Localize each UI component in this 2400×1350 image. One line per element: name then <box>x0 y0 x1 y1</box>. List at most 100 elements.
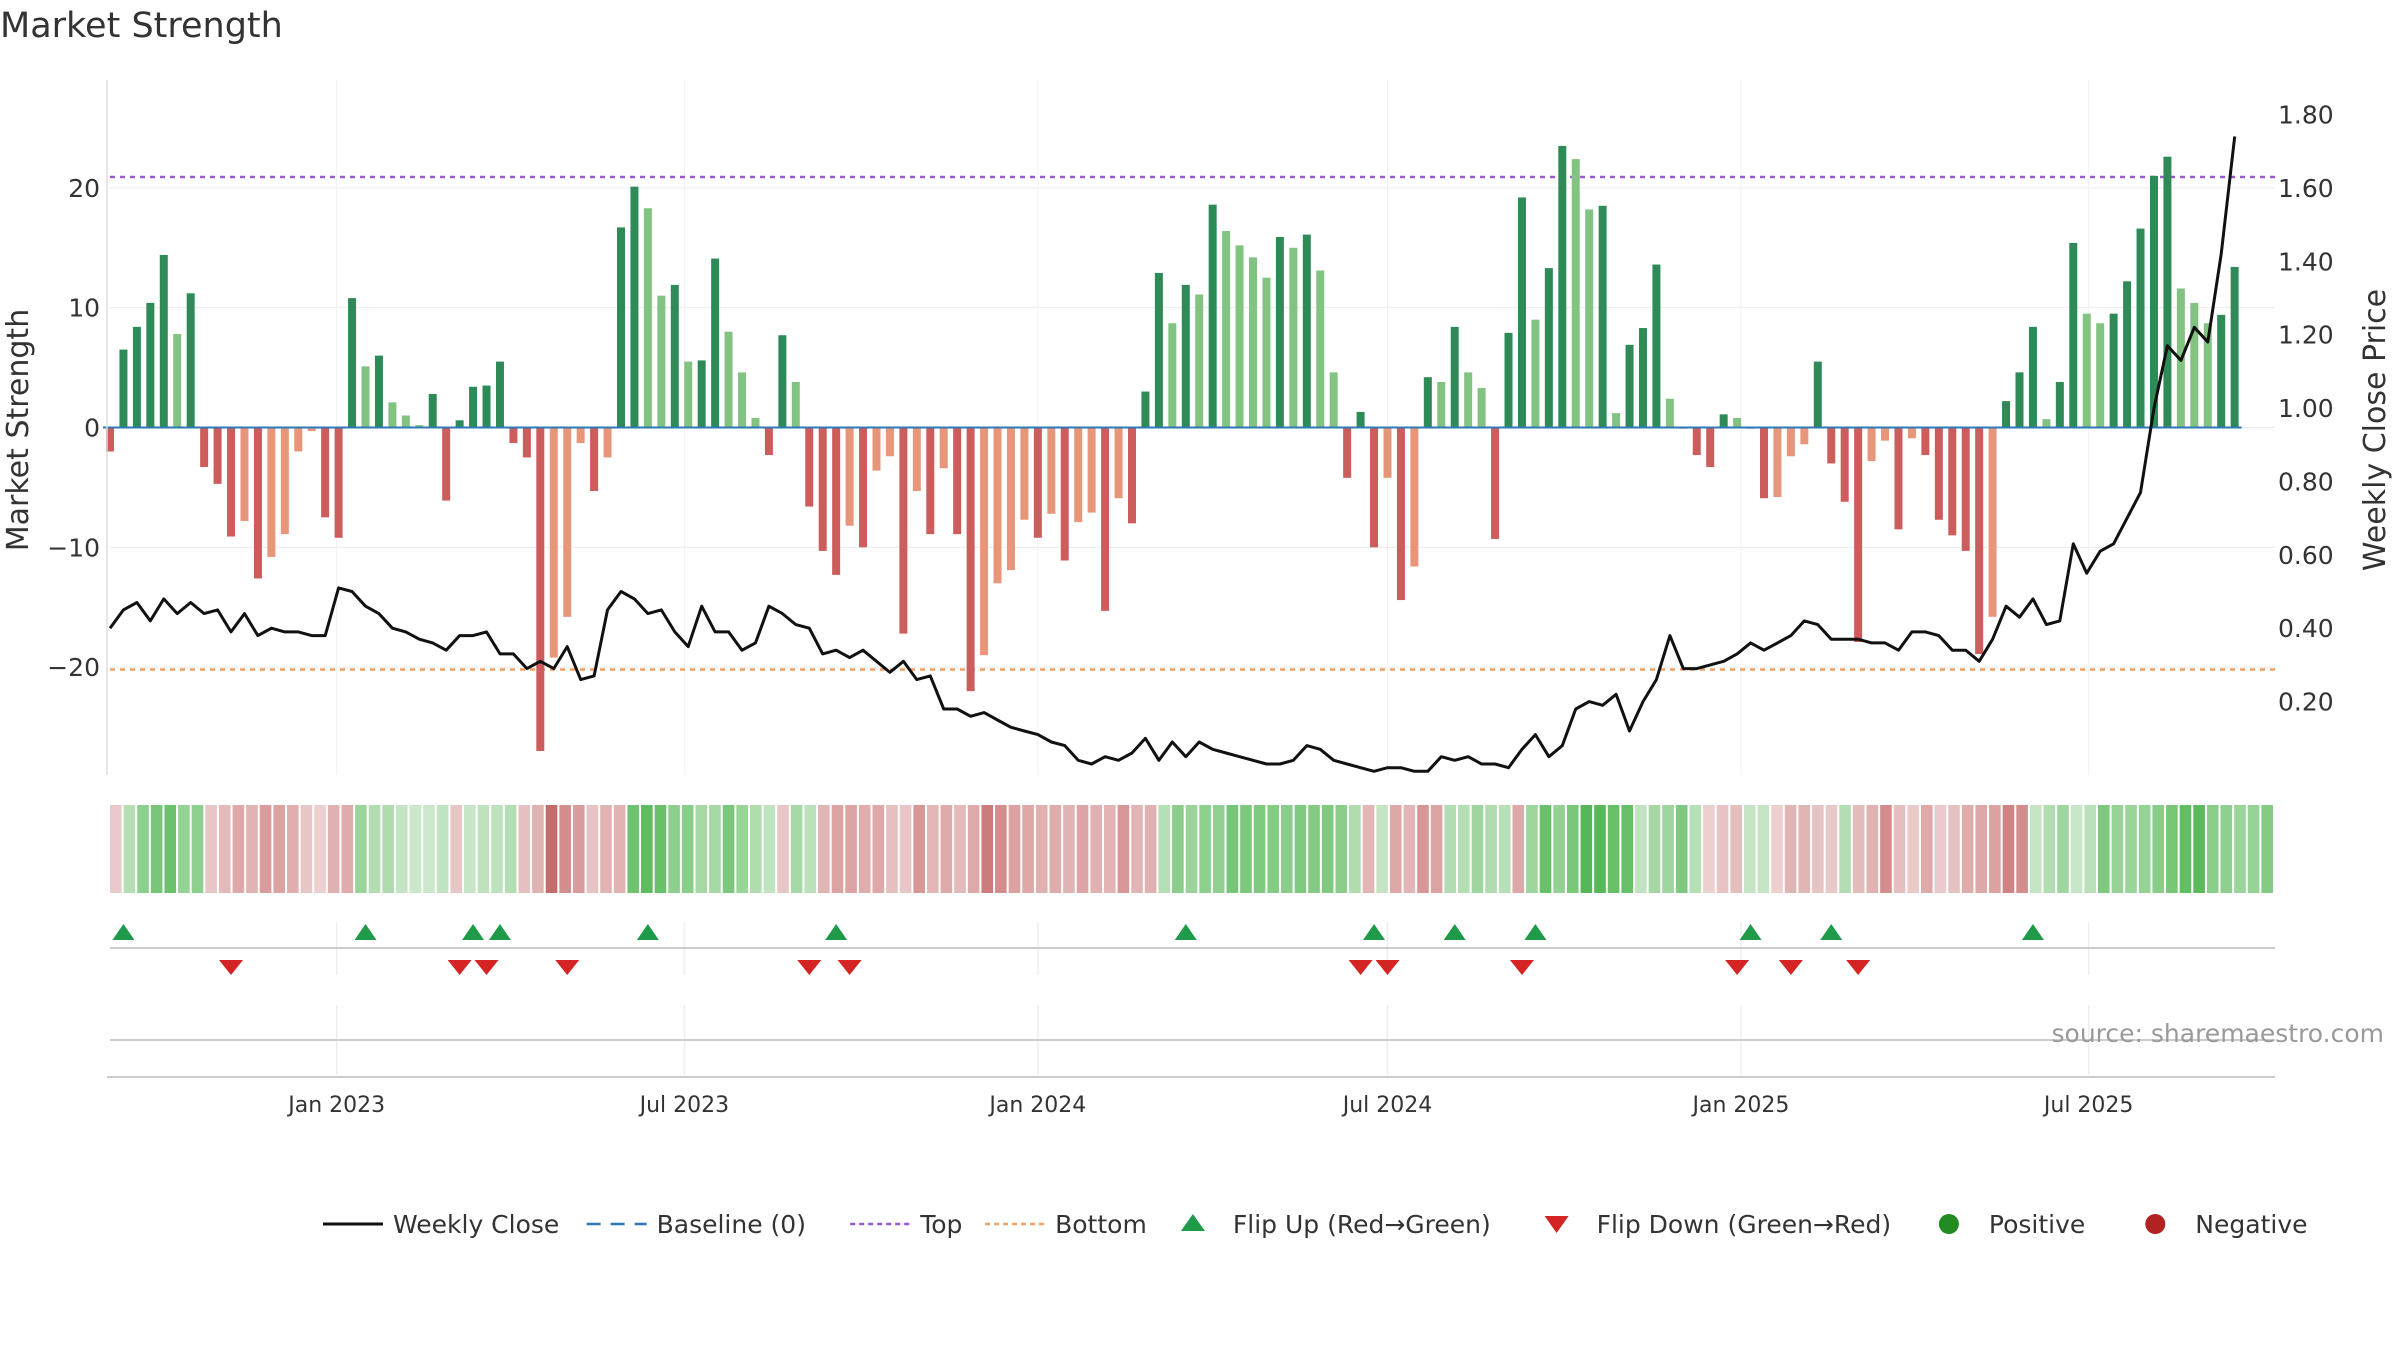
strength-bar <box>482 385 491 428</box>
reference-lines <box>110 175 2275 671</box>
strength-bar <box>1464 372 1473 428</box>
strength-strip-cell <box>654 805 667 893</box>
strength-bar <box>630 186 639 428</box>
strength-bar <box>240 427 249 521</box>
strength-bar <box>1531 319 1540 428</box>
strength-strip-cell <box>613 805 626 893</box>
strength-bar <box>307 427 316 432</box>
strength-strip-cell <box>2097 805 2110 893</box>
strength-bar <box>2149 175 2158 428</box>
strength-bar <box>711 258 720 428</box>
strength-strip-cell <box>2220 805 2233 893</box>
flip-down-marker <box>1348 960 1373 975</box>
y2-axis-label: Weekly Close Price <box>2358 289 2393 571</box>
strength-bar <box>2028 326 2037 428</box>
strength-strip-cell <box>287 805 299 893</box>
strength-bar <box>1477 387 1486 428</box>
strength-strip-cell <box>1989 805 2001 893</box>
strength-strip-cell <box>749 805 762 893</box>
strength-bar <box>1033 427 1042 538</box>
strength-bar <box>1101 427 1110 611</box>
strength-strip-cell <box>1771 805 1783 893</box>
x-tick-label: Jan 2023 <box>286 1093 385 1118</box>
strength-strip-cell <box>1008 805 1021 893</box>
strength-strip-cell <box>314 805 326 893</box>
strength-bar <box>818 427 827 551</box>
strength-strip-cell <box>232 805 245 893</box>
strength-bar <box>1020 427 1029 520</box>
strength-strip-cell <box>2057 805 2069 893</box>
strength-strip-cell <box>600 805 612 893</box>
flip-up-marker <box>1174 924 1197 940</box>
strength-strip-cell <box>2029 805 2042 893</box>
strength-strip-cell <box>246 805 258 893</box>
strength-strip-cell <box>1076 805 1089 893</box>
strength-strip-cell <box>858 805 871 893</box>
strength-strip-cell <box>1934 805 1947 893</box>
strength-strip-cell <box>1131 805 1143 893</box>
strength-strip-cell <box>2179 805 2192 893</box>
strength-bar <box>1867 427 1876 462</box>
strength-strip-cell <box>926 805 939 893</box>
strength-strip-cell <box>504 805 517 893</box>
strength-bar <box>805 427 814 507</box>
strength-bar <box>2203 323 2212 428</box>
strength-strip-cell <box>1321 805 1334 893</box>
strength-bar <box>401 415 410 428</box>
strength-bar <box>1961 427 1970 551</box>
legend-swatch-flip-down <box>1544 1216 1569 1233</box>
strength-strip-cell <box>137 805 149 893</box>
strength-strip-cell <box>995 805 1007 893</box>
strength-strip-cell <box>1267 805 1280 893</box>
strength-bar <box>657 295 666 428</box>
strength-bar <box>509 427 518 444</box>
strength-bar <box>1423 377 1432 428</box>
strength-bar <box>1773 427 1782 497</box>
legend-label: Positive <box>1989 1210 2085 1239</box>
strength-strip-cell <box>1103 805 1116 893</box>
strength-bar <box>348 298 357 428</box>
strength-bar <box>522 427 531 458</box>
flip-up-marker <box>1443 924 1466 940</box>
strength-strip-cell <box>436 805 449 893</box>
strength-bar <box>1854 427 1863 642</box>
flip-markers <box>110 924 2275 1041</box>
strength-bar <box>684 361 693 428</box>
strength-bar <box>1491 427 1500 539</box>
strength-bar <box>1948 427 1957 536</box>
legend-label: Negative <box>2195 1210 2307 1239</box>
strength-bar <box>1181 284 1190 428</box>
strength-bar <box>2230 266 2239 428</box>
strength-bar <box>1800 427 1809 445</box>
legend-label: Top <box>919 1210 962 1239</box>
strength-bar <box>455 420 464 428</box>
strength-strip-cell <box>1417 805 1429 893</box>
strength-strip-cell <box>954 805 966 893</box>
flip-down-marker <box>1725 960 1750 975</box>
strength-bar <box>939 427 948 469</box>
strength-strip-cell <box>899 805 912 893</box>
strength-strip-cell <box>1471 805 1484 893</box>
strength-bar <box>2069 242 2078 428</box>
strength-bar <box>1343 427 1352 478</box>
strength-bar <box>616 227 625 428</box>
legend[interactable]: Weekly Close Baseline (0) Top Bottom Flip Up… <box>323 1210 2308 1239</box>
strength-bar <box>993 427 1002 584</box>
strength-bar <box>643 208 652 428</box>
strength-bar <box>1652 264 1661 428</box>
strength-strip-cell <box>518 805 531 893</box>
strength-bar <box>885 427 894 457</box>
strength-strip-cell <box>450 805 463 893</box>
strength-bar <box>1410 427 1419 567</box>
strength-bar <box>1544 268 1553 428</box>
strength-strip-cell <box>545 805 558 893</box>
strength-bar <box>697 360 706 428</box>
strength-bar <box>1222 230 1231 428</box>
strength-bar <box>334 427 343 538</box>
strength-strip-cell <box>395 805 408 893</box>
strength-bar <box>778 335 787 428</box>
strength-bar <box>1087 427 1096 513</box>
strength-bar <box>132 326 141 428</box>
strength-strip-cell <box>355 805 367 893</box>
